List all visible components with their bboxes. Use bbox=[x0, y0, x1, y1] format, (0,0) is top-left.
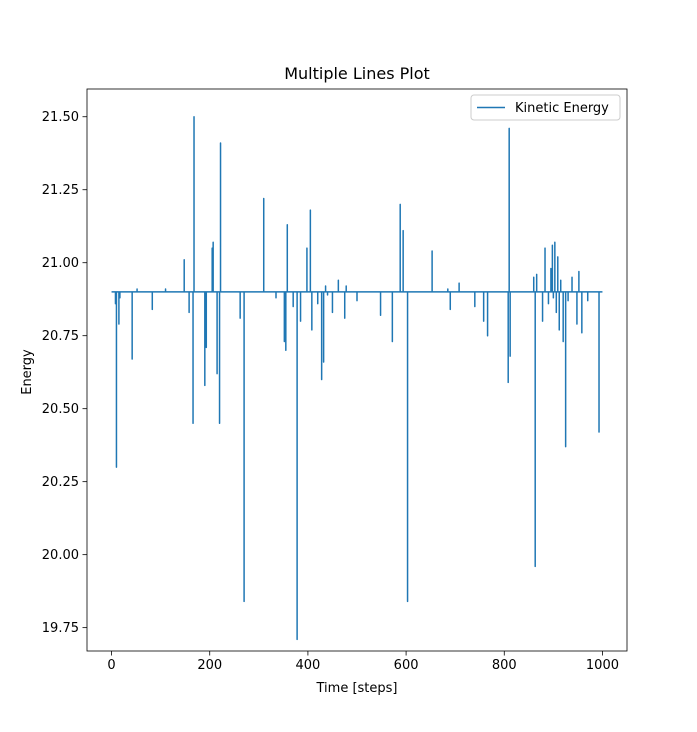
legend-box bbox=[470, 94, 621, 121]
y-tick-label: 21.00 bbox=[42, 256, 79, 271]
x-axis: 0 200 400 600 800 1000 bbox=[107, 651, 619, 673]
x-tick-label: 0 bbox=[107, 658, 115, 673]
y-axis-label: Energy bbox=[20, 349, 35, 395]
axes-frame bbox=[86, 88, 628, 652]
chart-title: Multiple Lines Plot bbox=[284, 64, 430, 83]
y-tick-label: 20.25 bbox=[42, 475, 79, 490]
y-tick-label: 21.25 bbox=[42, 183, 79, 198]
y-tick-label: 20.50 bbox=[42, 402, 79, 417]
series-line-0 bbox=[111, 115, 603, 641]
y-tick-label: 20.75 bbox=[42, 329, 79, 344]
legend-label: Kinetic Energy bbox=[515, 101, 609, 116]
x-tick-label: 200 bbox=[197, 658, 222, 673]
y-tick-label: 20.00 bbox=[42, 548, 79, 563]
x-tick-label: 400 bbox=[295, 658, 320, 673]
x-tick-label: 800 bbox=[492, 658, 517, 673]
plot-area bbox=[86, 88, 628, 652]
x-tick-label: 600 bbox=[394, 658, 419, 673]
y-tick-label: 19.75 bbox=[42, 621, 79, 636]
y-axis: 19.75 20.00 20.25 20.50 20.75 21.00 21.25 21.50 bbox=[42, 110, 87, 636]
x-axis-label: Time [steps] bbox=[316, 681, 398, 696]
legend: Kinetic Energy bbox=[470, 94, 621, 121]
x-tick-label: 1000 bbox=[586, 658, 619, 673]
y-tick-label: 21.50 bbox=[42, 110, 79, 125]
